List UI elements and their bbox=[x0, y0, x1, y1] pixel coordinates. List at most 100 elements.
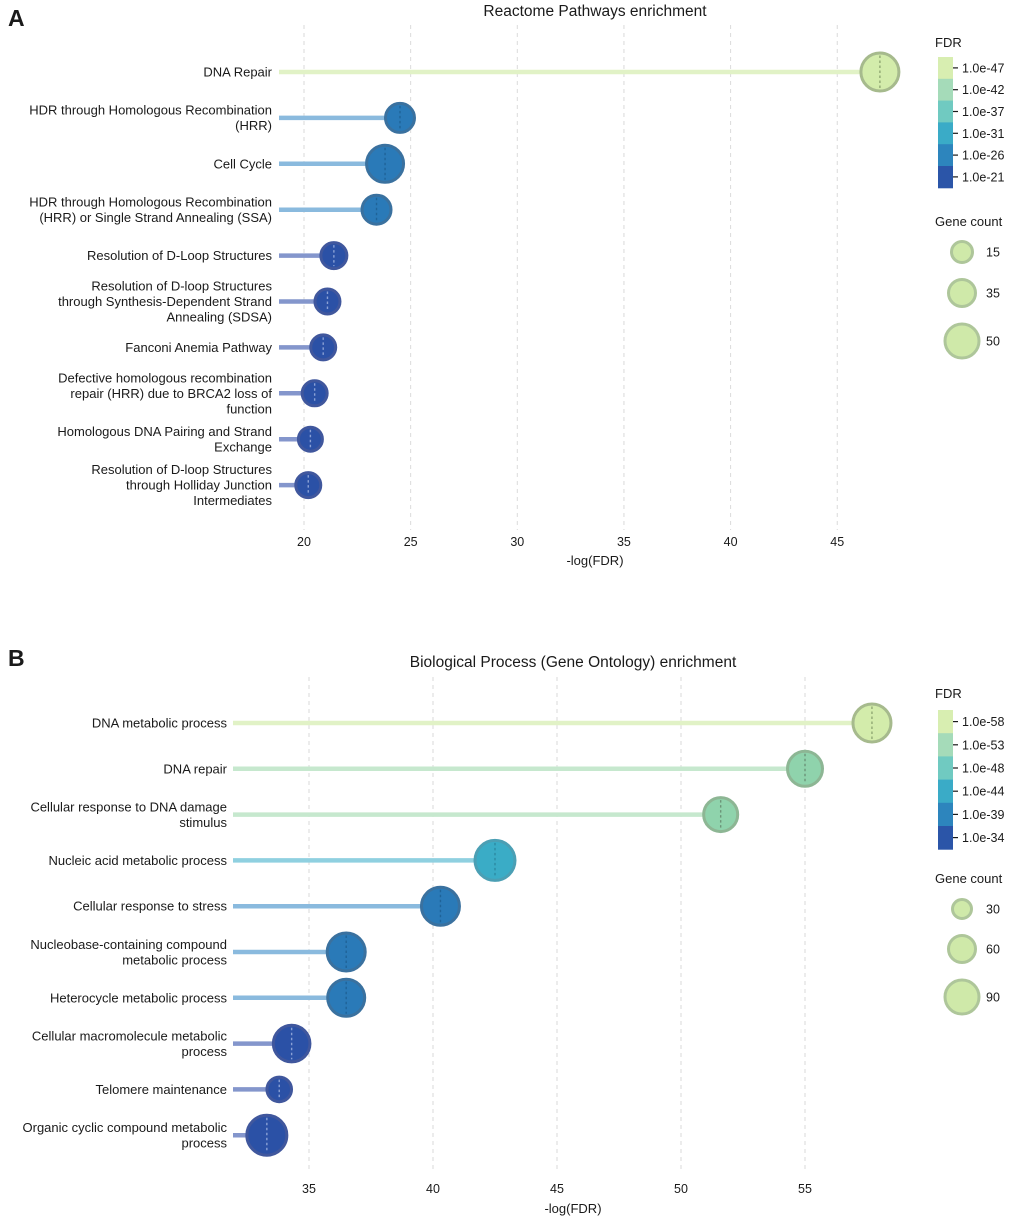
lollipop-row: Resolution of D-Loop Structures bbox=[87, 241, 349, 271]
colorbar-band bbox=[938, 756, 953, 781]
colorbar-band bbox=[938, 779, 953, 804]
row-label: (HRR) or Single Strand Annealing (SSA) bbox=[39, 210, 272, 225]
row-label: Organic cyclic compound metabolic bbox=[23, 1120, 228, 1135]
gene-count-circle bbox=[943, 978, 981, 1016]
row-label: Cellular response to stress bbox=[73, 899, 227, 914]
colorbar-tick-label: 1.0e-34 bbox=[962, 831, 1004, 845]
gene-count-circle bbox=[951, 898, 973, 920]
fdr-legend-title: FDR bbox=[935, 35, 962, 50]
panel-letter: A bbox=[8, 5, 25, 31]
gene-count-label: 60 bbox=[986, 943, 1000, 957]
panel-b-plot: B Biological Process (Gene Ontology) enri… bbox=[8, 645, 1004, 1216]
panel-a-plot: A Reactome Pathways enrichment 20 25 30 35 40 4… bbox=[8, 3, 1004, 568]
row-label: HDR through Homologous Recombination bbox=[29, 194, 272, 209]
lollipop-row: Telomere maintenance bbox=[95, 1075, 294, 1104]
lollipop-row: Nucleobase-containing compoundmetabolic … bbox=[30, 931, 367, 973]
colorbar-tick-label: 1.0e-31 bbox=[962, 127, 1004, 141]
lollipop-row: Homologous DNA Pairing and StrandExchang… bbox=[57, 424, 324, 454]
colorbar-band bbox=[938, 802, 953, 827]
lollipop-row: Cellular response to stress bbox=[73, 885, 461, 927]
gene-count-title: Gene count bbox=[935, 214, 1003, 229]
gene-count-circle bbox=[947, 278, 977, 308]
row-label: (HRR) bbox=[235, 118, 272, 133]
colorbar-tick-label: 1.0e-53 bbox=[962, 738, 1004, 752]
x-tick-label: 55 bbox=[798, 1182, 812, 1196]
colorbar-tick-label: 1.0e-58 bbox=[962, 715, 1004, 729]
row-label: HDR through Homologous Recombination bbox=[29, 103, 272, 118]
row-dot bbox=[473, 838, 517, 882]
row-label: Annealing (SDSA) bbox=[167, 310, 273, 325]
row-label: Intermediates bbox=[193, 493, 272, 508]
row-label: Nucleobase-containing compound bbox=[30, 937, 227, 952]
row-dot bbox=[702, 796, 740, 834]
row-label: Cellular response to DNA damage bbox=[30, 799, 227, 814]
colorbar-band bbox=[938, 710, 953, 734]
lollipop-row: Fanconi Anemia Pathway bbox=[125, 333, 338, 362]
row-dot bbox=[296, 425, 324, 453]
colorbar-tick-label: 1.0e-37 bbox=[962, 105, 1004, 119]
row-label: Cellular macromolecule metabolic bbox=[32, 1028, 228, 1043]
lollipop-row: DNA metabolic process bbox=[92, 702, 893, 744]
row-label: DNA repair bbox=[163, 761, 227, 776]
colorbar-tick-label: 1.0e-21 bbox=[962, 170, 1004, 184]
row-label: Fanconi Anemia Pathway bbox=[125, 340, 272, 355]
lollipop-row: Defective homologous recombinationrepair… bbox=[58, 370, 329, 416]
x-axis-title: -log(FDR) bbox=[544, 1201, 601, 1216]
gene-count-label: 15 bbox=[986, 246, 1000, 260]
row-label: Resolution of D-loop Structures bbox=[91, 279, 272, 294]
panel-title: Biological Process (Gene Ontology) enric… bbox=[410, 654, 737, 671]
lollipop-row: DNA repair bbox=[163, 749, 824, 788]
colorbar-band bbox=[938, 733, 953, 757]
row-label: DNA Repair bbox=[203, 65, 272, 80]
lollipop-row: HDR through Homologous Recombination(HRR… bbox=[29, 193, 393, 226]
gene-count-circle bbox=[947, 934, 977, 964]
lollipop-row: Cell Cycle bbox=[213, 143, 406, 184]
row-label: function bbox=[226, 401, 272, 416]
panel-letter: B bbox=[8, 645, 25, 671]
lollipop-row: Heterocycle metabolic process bbox=[50, 977, 367, 1018]
colorbar-band bbox=[938, 57, 953, 80]
row-label: Defective homologous recombination bbox=[58, 370, 272, 385]
lollipop-row: Nucleic acid metabolic process bbox=[49, 838, 517, 882]
colorbar-band bbox=[938, 166, 953, 189]
colorbar-band bbox=[938, 122, 953, 145]
x-axis-title: -log(FDR) bbox=[566, 553, 623, 568]
lollipop-row: HDR through Homologous Recombination(HRR… bbox=[29, 101, 416, 134]
x-tick-label: 35 bbox=[302, 1182, 316, 1196]
gene-count-circle bbox=[950, 240, 974, 264]
row-label: Resolution of D-loop Structures bbox=[91, 462, 272, 477]
row-label: DNA metabolic process bbox=[92, 716, 228, 731]
fdr-legend-title: FDR bbox=[935, 686, 962, 701]
colorbar-tick-label: 1.0e-26 bbox=[962, 149, 1004, 163]
x-tick-label: 50 bbox=[674, 1182, 688, 1196]
colorbar-tick-label: 1.0e-42 bbox=[962, 83, 1004, 97]
colorbar-tick-label: 1.0e-48 bbox=[962, 762, 1004, 776]
row-label: Exchange bbox=[214, 439, 272, 454]
row-label: Heterocycle metabolic process bbox=[50, 990, 228, 1005]
gene-count-title: Gene count bbox=[935, 871, 1003, 886]
row-label: metabolic process bbox=[122, 952, 227, 967]
row-label: process bbox=[181, 1135, 227, 1150]
row-label: Cell Cycle bbox=[213, 156, 272, 171]
row-label: Nucleic acid metabolic process bbox=[49, 853, 228, 868]
gene-count-label: 50 bbox=[986, 335, 1000, 349]
row-dot bbox=[265, 1075, 294, 1104]
colorbar-band bbox=[938, 144, 953, 167]
x-tick-label: 45 bbox=[830, 535, 844, 549]
row-label: through Holliday Junction bbox=[126, 478, 272, 493]
colorbar-tick-label: 1.0e-47 bbox=[962, 61, 1004, 75]
row-label: repair (HRR) due to BRCA2 loss of bbox=[70, 386, 272, 401]
x-tick-label: 40 bbox=[724, 535, 738, 549]
colorbar-tick-label: 1.0e-39 bbox=[962, 808, 1004, 822]
x-tick-label: 40 bbox=[426, 1182, 440, 1196]
row-label: process bbox=[181, 1044, 227, 1059]
colorbar-band bbox=[938, 100, 953, 123]
panel-title: Reactome Pathways enrichment bbox=[483, 3, 707, 20]
colorbar-band bbox=[938, 78, 953, 102]
